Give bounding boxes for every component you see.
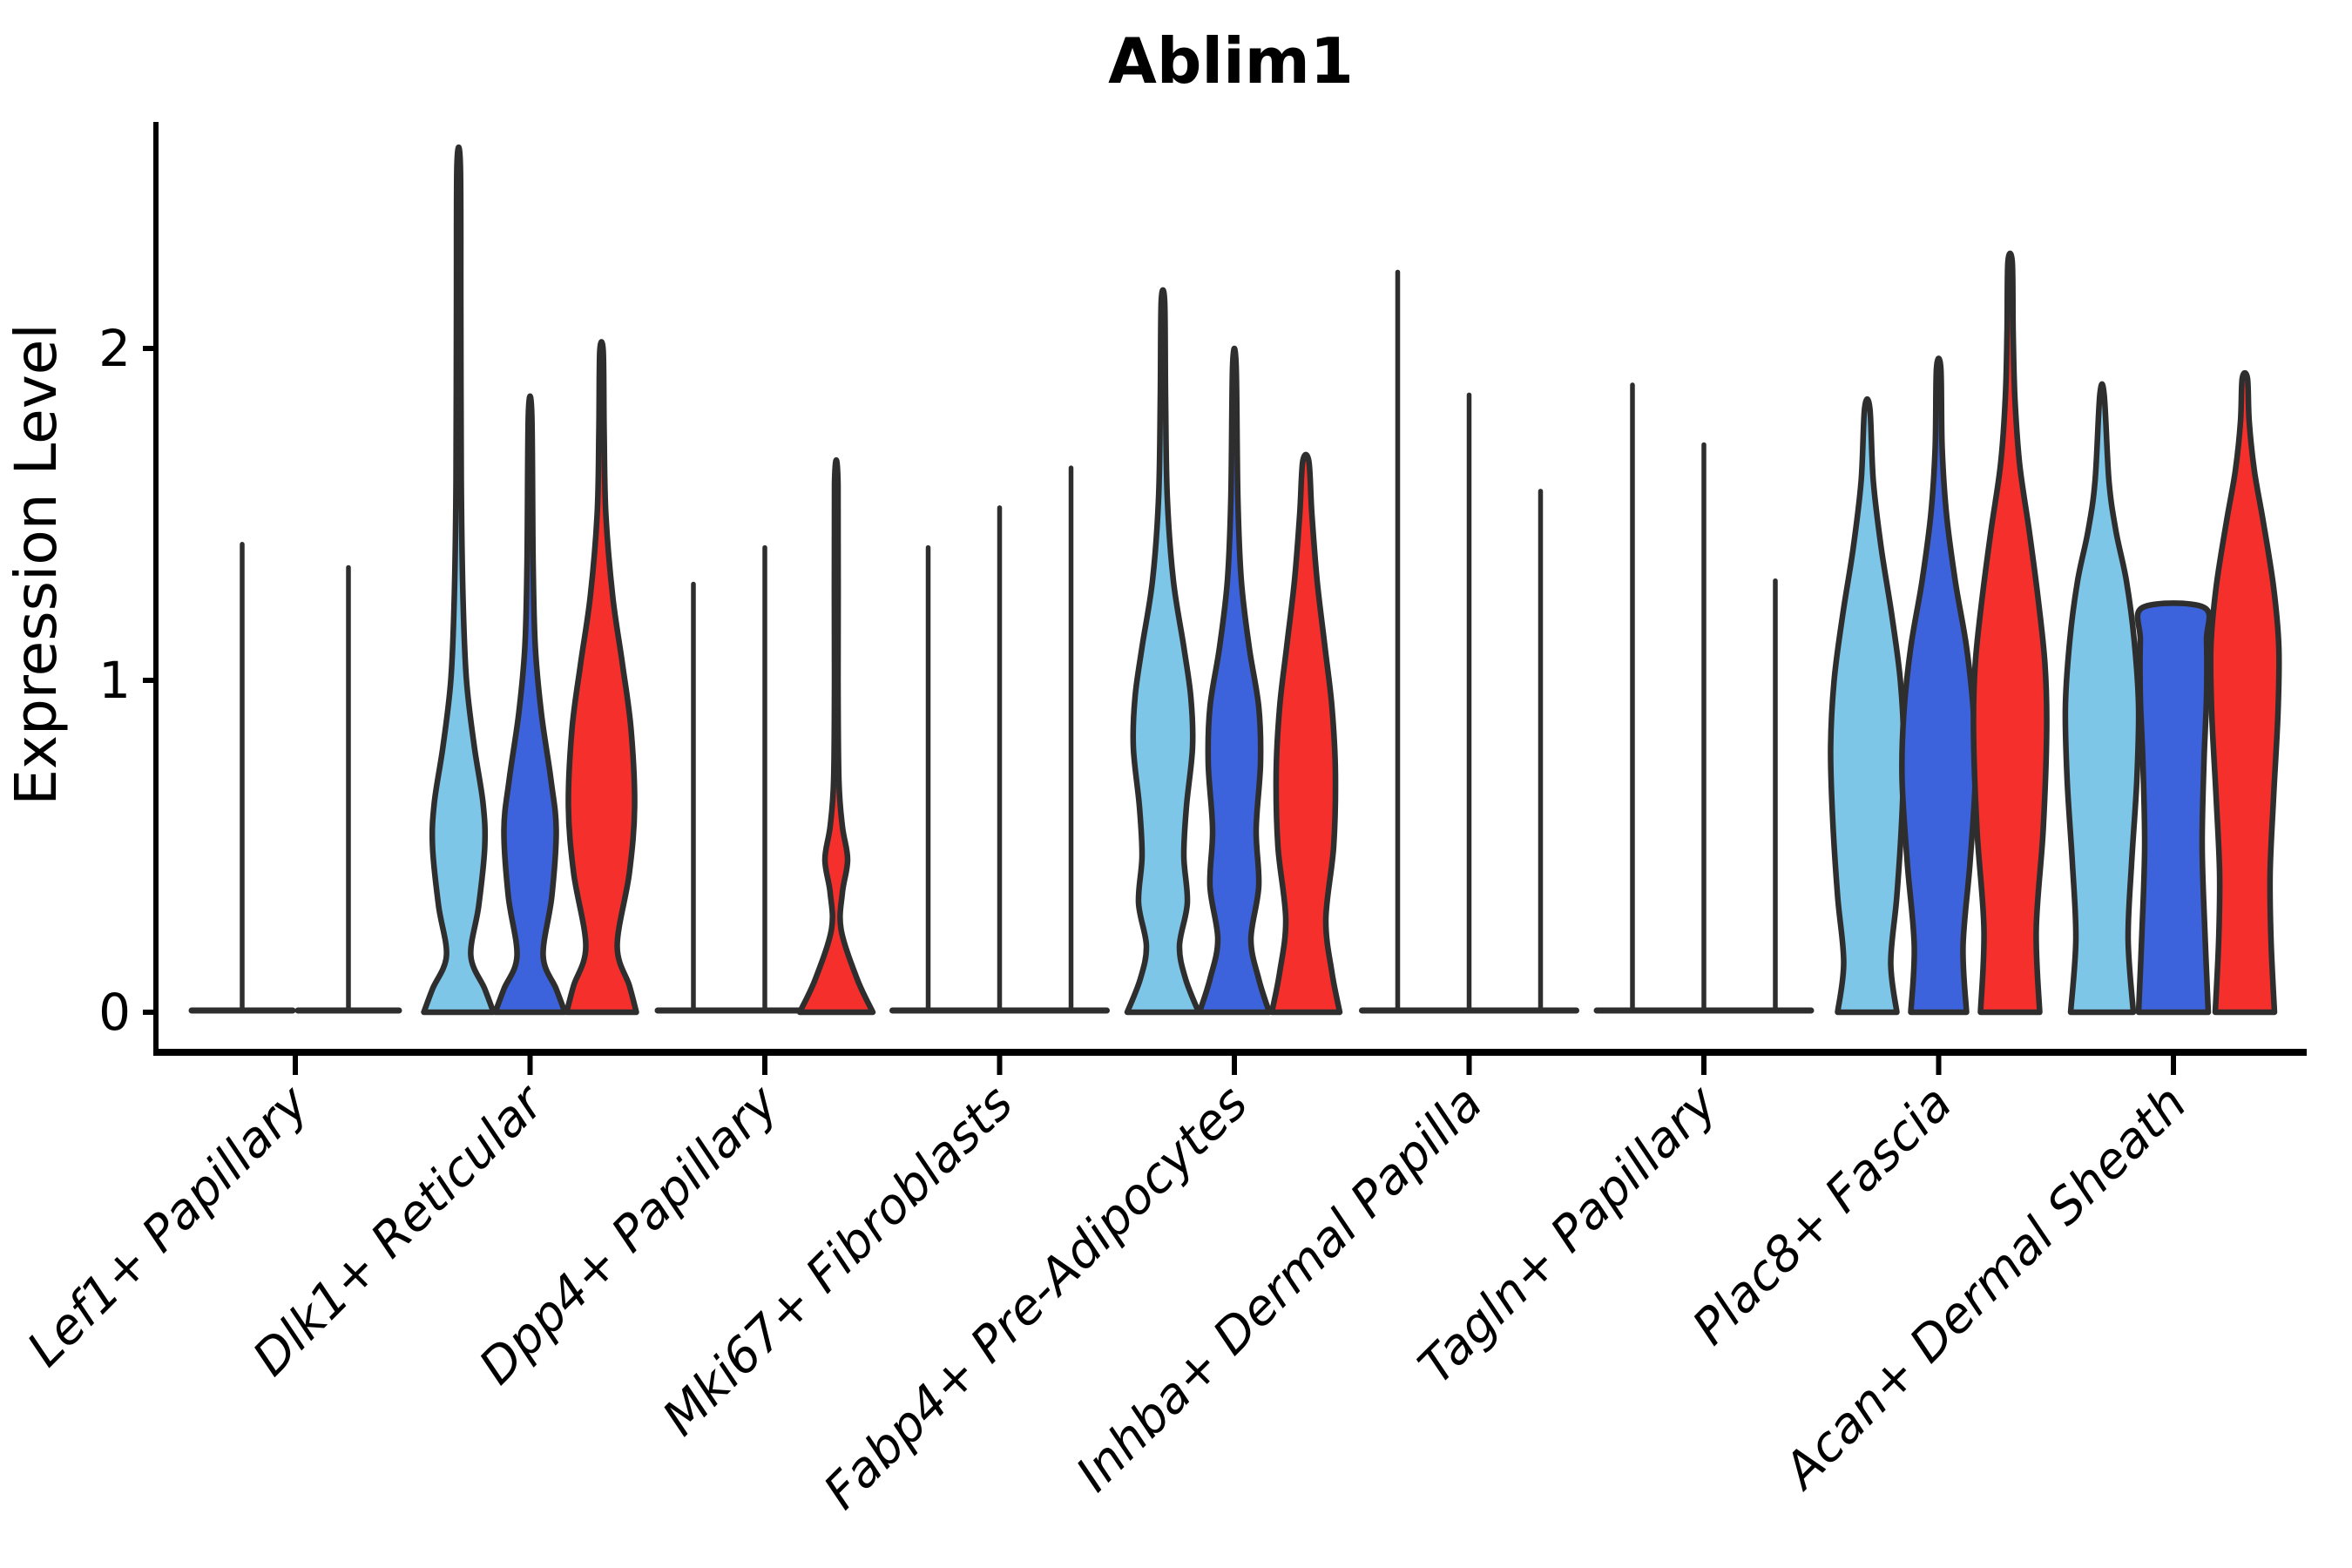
chart-title: Ablim1 [1108, 24, 1354, 98]
violin-blue [1899, 355, 1978, 1016]
violin-blue [1196, 345, 1273, 1016]
violin-blue [492, 393, 568, 1016]
violin-lightblue [421, 144, 497, 1016]
x-tick-label: Inhba+ Dermal Papilla [1065, 1075, 1493, 1503]
y-tick-label: 1 [98, 651, 131, 710]
violin-red [564, 339, 639, 1016]
violin-red [796, 457, 876, 1016]
violin-red [1268, 451, 1343, 1016]
y-axis-label: Expression Level [3, 323, 70, 805]
violin-lightblue [1828, 395, 1907, 1016]
violin-red [1970, 250, 2050, 1016]
violin-lightblue [2062, 381, 2142, 1016]
x-tick-label: Fabp4+ Pre-Adipocytes [814, 1075, 1259, 1520]
y-tick-label: 0 [98, 983, 131, 1042]
y-tick-label: 2 [98, 319, 131, 378]
violin-red [2207, 369, 2282, 1016]
violin-lightblue [1124, 287, 1202, 1016]
violin-blue [2134, 600, 2213, 1016]
x-tick-label: Acan+ Dermal Sheath [1772, 1075, 2198, 1501]
